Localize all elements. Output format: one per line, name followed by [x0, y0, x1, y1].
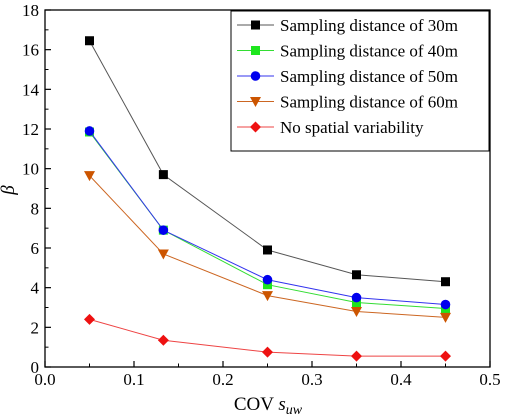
- series-3: [84, 126, 451, 310]
- legend-label: Sampling distance of 60m: [280, 93, 458, 112]
- x-tick-label: 0.4: [390, 370, 412, 389]
- data-point: [157, 334, 169, 346]
- legend-label: Sampling distance of 50m: [280, 67, 458, 86]
- y-tick-label: 18: [22, 1, 39, 20]
- x-tick-label: 0.3: [301, 370, 322, 389]
- legend-marker: [251, 46, 260, 55]
- data-point: [262, 291, 273, 302]
- data-point: [440, 350, 451, 362]
- series-4: [84, 171, 451, 323]
- data-point: [441, 277, 450, 287]
- y-tick-label: 16: [22, 41, 39, 60]
- legend-marker: [250, 71, 261, 81]
- y-tick-label: 8: [31, 199, 40, 218]
- y-tick-label: 12: [22, 120, 39, 139]
- y-tick-label: 0: [31, 358, 40, 377]
- x-tick-label: 0.2: [212, 370, 233, 389]
- legend-marker: [250, 121, 261, 133]
- legend-item: Sampling distance of 40m: [237, 42, 458, 61]
- legend-marker: [250, 97, 261, 107]
- legend-label: Sampling distance of 40m: [280, 42, 458, 61]
- data-point: [351, 292, 362, 303]
- y-tick-label: 14: [22, 80, 40, 99]
- series-5: [84, 313, 451, 362]
- y-axis-title: β: [0, 185, 19, 196]
- ticks: 0.0 0.1 0.2 0.3 0.4 0.5 0 2 4 6 8 10 12 14 16 18: [22, 1, 501, 389]
- legend-marker: [251, 20, 260, 30]
- y-tick-label: 4: [31, 279, 40, 298]
- data-point: [262, 274, 273, 285]
- x-tick-label: 0.1: [123, 370, 144, 389]
- legend-label: No spatial variability: [280, 118, 424, 137]
- data-point: [352, 270, 361, 280]
- data-point: [263, 245, 272, 255]
- legend-item: Sampling distance of 50m: [237, 67, 458, 86]
- legend: Sampling distance of 30m Sampling distanc…: [230, 10, 490, 152]
- data-point: [84, 171, 95, 182]
- data-point: [351, 306, 362, 317]
- x-axis-title: COV suw: [234, 394, 303, 416]
- x-axis-title-var: s: [278, 394, 285, 415]
- legend-item: Sampling distance of 30m: [237, 16, 458, 35]
- x-tick-label: 0.5: [479, 370, 500, 389]
- series-2: [85, 127, 450, 313]
- data-point: [158, 225, 169, 235]
- data-point: [263, 280, 272, 290]
- legend-label: Sampling distance of 30m: [280, 16, 458, 35]
- plot-area: [84, 36, 451, 362]
- data-point: [84, 126, 95, 136]
- data-point: [440, 299, 451, 310]
- legend-item: Sampling distance of 60m: [237, 93, 458, 112]
- data-point: [158, 170, 168, 180]
- y-tick-label: 2: [31, 318, 40, 337]
- x-axis-title-sub: uw: [286, 403, 303, 416]
- data-point: [440, 312, 451, 323]
- series-1: [85, 36, 450, 287]
- legend-item: No spatial variability: [237, 118, 424, 137]
- data-point: [352, 298, 361, 308]
- x-tick-label: 0.0: [34, 370, 55, 389]
- x-axis-title-main: COV: [234, 394, 279, 415]
- data-point: [85, 36, 94, 46]
- data-point: [262, 346, 273, 358]
- legend-box: [230, 10, 490, 152]
- y-tick-label: 10: [22, 160, 39, 179]
- y-tick-label: 6: [31, 239, 40, 258]
- data-point: [351, 350, 362, 362]
- data-point: [84, 313, 95, 325]
- data-point: [157, 249, 169, 260]
